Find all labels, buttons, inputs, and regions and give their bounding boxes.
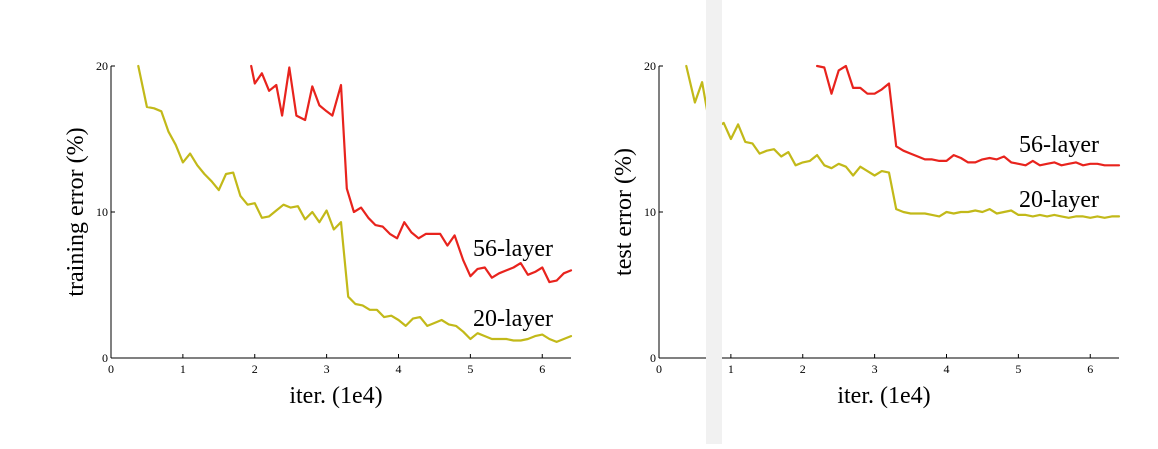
x-tick-label: 6 <box>539 362 545 376</box>
series-line-56-layer <box>815 64 1121 167</box>
series-line-20-layer <box>137 64 573 343</box>
x-tick-label: 1 <box>180 362 186 376</box>
panel-divider <box>706 0 722 444</box>
x-tick-label: 5 <box>1015 362 1021 376</box>
y-tick-label: 20 <box>96 59 108 73</box>
y-tick-label: 10 <box>96 205 108 219</box>
x-tick-label: 1 <box>728 362 734 376</box>
x-tick-label: 3 <box>324 362 330 376</box>
y-axis-label: training error (%) <box>63 127 89 296</box>
series-line-20-layer <box>685 64 1121 219</box>
x-axis-label: iter. (1e4) <box>289 383 382 409</box>
x-tick-label: 2 <box>252 362 258 376</box>
x-tick-label: 6 <box>1087 362 1093 376</box>
y-tick-label: 0 <box>102 351 108 365</box>
series-label-56-layer: 56-layer <box>1019 132 1099 158</box>
x-axis-label: iter. (1e4) <box>837 383 930 409</box>
series-label-20-layer: 20-layer <box>1019 187 1099 213</box>
y-tick-label: 10 <box>644 205 656 219</box>
x-tick-label: 5 <box>467 362 473 376</box>
y-tick-label: 0 <box>650 351 656 365</box>
x-tick-label: 0 <box>108 362 114 376</box>
x-tick-label: 3 <box>872 362 878 376</box>
y-tick-label: 20 <box>644 59 656 73</box>
x-tick-label: 0 <box>656 362 662 376</box>
series-label-20-layer: 20-layer <box>473 306 553 332</box>
x-tick-label: 4 <box>396 362 402 376</box>
x-tick-label: 2 <box>800 362 806 376</box>
series-label-56-layer: 56-layer <box>473 236 553 262</box>
y-axis-label: test error (%) <box>611 148 637 276</box>
series-line-56-layer <box>250 64 573 284</box>
x-tick-label: 4 <box>944 362 950 376</box>
